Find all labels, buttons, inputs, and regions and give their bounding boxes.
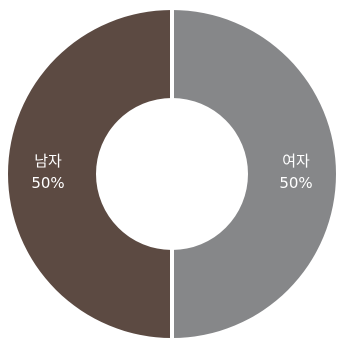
slice-1 (8, 10, 172, 338)
slice-value-1: 50% (31, 174, 64, 192)
slice-label-1: 남자 (34, 152, 62, 170)
slice-0 (172, 10, 336, 338)
slice-separator (170, 8, 174, 340)
slice-value-0: 50% (279, 174, 312, 192)
slice-label-0: 여자 (282, 152, 310, 170)
